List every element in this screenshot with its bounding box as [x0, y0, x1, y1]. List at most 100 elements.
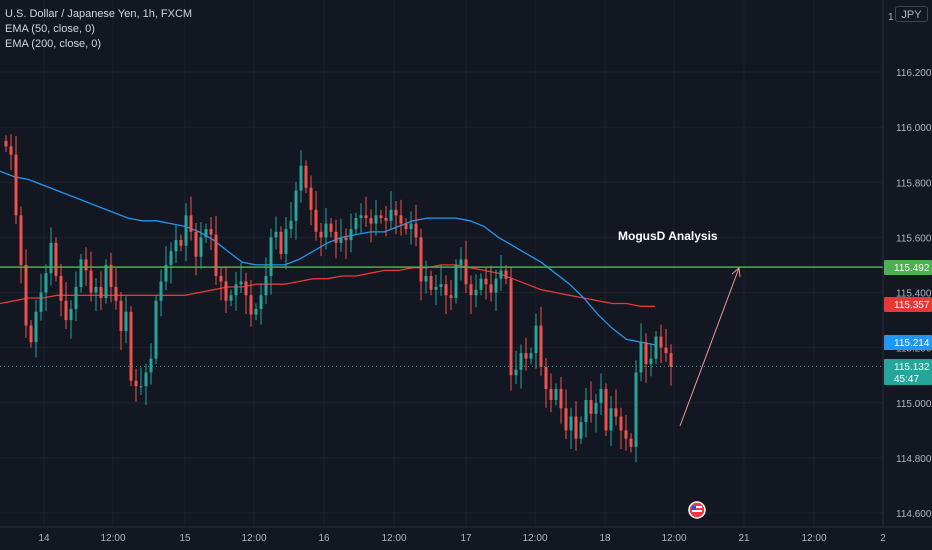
candle-body [384, 218, 388, 221]
ema200-path [0, 264, 655, 307]
candle-body [539, 325, 543, 367]
annotation-text[interactable]: MogusD Analysis [618, 229, 718, 243]
candle-body [284, 229, 288, 254]
candle-body [589, 399, 593, 414]
candle-body [19, 215, 23, 265]
candle-body [4, 140, 8, 147]
horizontal-level-line[interactable] [0, 266, 883, 367]
economic-event-icon[interactable] [688, 501, 706, 519]
candle-body [219, 275, 223, 282]
candle-body [24, 264, 28, 326]
trend-arrow[interactable] [679, 267, 741, 427]
candle-body [194, 231, 198, 257]
candle-body [494, 278, 498, 293]
candle-body [314, 209, 318, 232]
candles [4, 134, 673, 463]
candle-body [294, 190, 298, 221]
currency-button[interactable]: JPY [895, 6, 928, 22]
candle-body [234, 284, 238, 296]
candle-body [504, 270, 508, 279]
candle-body [89, 270, 93, 293]
candle-body [54, 242, 58, 276]
price-tick-label: 116.200 [896, 68, 932, 79]
time-tick-label: 21 [738, 533, 750, 544]
candle-body [544, 366, 548, 389]
candle-body [569, 416, 573, 431]
symbol-title[interactable]: U.S. Dollar / Japanese Yen, 1h, FXCM [5, 8, 193, 20]
ema50-legend[interactable]: EMA (50, close, 0) [5, 23, 95, 35]
price-tick-label: 114.600 [896, 509, 932, 520]
price-label: 115.492 [894, 263, 930, 274]
candle-body [259, 295, 263, 310]
candle-body [264, 275, 268, 296]
candle-body [349, 229, 353, 241]
candle-body [74, 286, 78, 310]
candle-body [309, 187, 313, 210]
candle-body [279, 231, 283, 254]
candle-body [144, 372, 148, 387]
candle-body [109, 264, 113, 287]
price-axis[interactable]: 116.200 116.000 115.800 115.600 115.400 115.2… [882, 0, 932, 527]
candle-body [649, 358, 653, 365]
candle-body [414, 223, 418, 238]
candle-body [229, 295, 233, 301]
candle-body [669, 353, 673, 367]
candle-body [409, 223, 413, 230]
candle-body [599, 388, 603, 403]
candle-body [574, 416, 578, 439]
candle-body [34, 311, 38, 343]
candle-body [444, 284, 448, 296]
candle-body [114, 286, 118, 301]
candle-body [639, 342, 643, 373]
candle-body [499, 270, 503, 279]
time-tick-label: 17 [460, 533, 472, 544]
candle-body [189, 215, 193, 232]
candle-body [559, 388, 563, 409]
candle-body [619, 416, 623, 431]
candle-body [164, 264, 168, 282]
price-tick-label: 116.000 [896, 123, 932, 134]
candle-body [84, 259, 88, 271]
price-label-bg [884, 297, 932, 312]
candle-body [429, 275, 433, 290]
candle-body [579, 422, 583, 439]
candle-body [609, 408, 613, 431]
arrow-shaft [679, 267, 740, 427]
candle-body [249, 295, 253, 315]
price-label-bg [884, 335, 932, 350]
ema50-line [0, 170, 656, 346]
candle-body [644, 342, 648, 365]
candle-body [274, 231, 278, 238]
candle-body [534, 325, 538, 354]
candle-body [329, 223, 333, 232]
time-tick-label: 15 [179, 533, 191, 544]
time-tick-label: 16 [318, 533, 330, 544]
candle-body [614, 408, 618, 417]
time-tick-label: 18 [599, 533, 611, 544]
price-tick-label: 114.800 [896, 454, 932, 465]
price-tick-label: 115.800 [896, 178, 932, 189]
candle-body [119, 300, 123, 332]
candle-body [9, 146, 13, 155]
price-tick-label: 115.000 [896, 399, 932, 410]
candle-body [549, 388, 553, 400]
candle-body [204, 229, 208, 238]
arrow-head [731, 267, 741, 278]
candle-body [389, 209, 393, 221]
candle-body [59, 275, 63, 301]
time-tick-label: 14 [38, 533, 50, 544]
candle-body [424, 275, 428, 282]
candle-body [374, 215, 378, 224]
candle-body [149, 358, 153, 373]
candle-body [359, 215, 363, 219]
time-axis[interactable]: 14 12:00 15 12:00 16 12:00 17 12:00 18 12:00 21 12:… [0, 526, 932, 544]
candle-body [324, 223, 328, 238]
candle-body [529, 353, 533, 359]
ema200-line [0, 264, 655, 307]
candle-body [319, 231, 323, 238]
candle-body [524, 353, 528, 359]
countdown-label: 45:47 [894, 374, 919, 385]
candle-body [184, 215, 188, 246]
ema200-legend[interactable]: EMA (200, close, 0) [5, 38, 101, 50]
